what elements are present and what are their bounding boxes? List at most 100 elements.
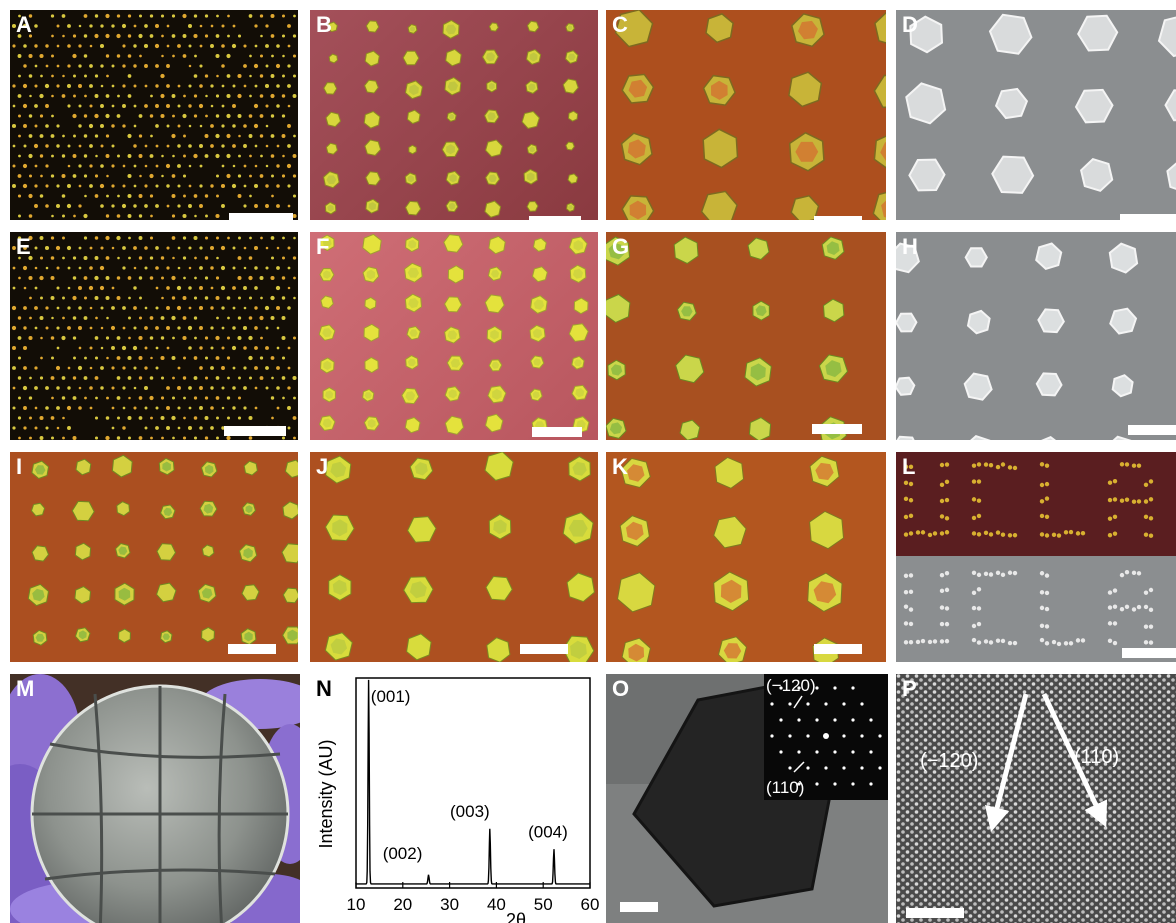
flake-array-j <box>324 452 595 662</box>
crystal-dot <box>293 14 296 18</box>
crystal-dot <box>94 74 99 78</box>
crystal-dot <box>194 54 197 58</box>
flake-domain <box>532 328 543 339</box>
ucla-dot <box>971 479 977 484</box>
crystal-dot <box>287 144 291 148</box>
crystal-dot <box>271 376 274 380</box>
crystal-dot <box>144 64 148 68</box>
crystal-dot <box>155 204 159 208</box>
crystal-dot <box>154 23 160 29</box>
ucla-dot <box>1056 641 1062 647</box>
crystal-flake <box>282 587 298 604</box>
crystal-flake <box>606 293 631 323</box>
crystal-dot <box>121 345 127 351</box>
diffraction-spot <box>833 782 837 786</box>
panel-label-k: K <box>612 454 628 479</box>
crystal-dot <box>204 416 209 420</box>
crystal-dot <box>204 236 209 240</box>
diffraction-spot <box>833 750 837 754</box>
crystal-dot <box>94 94 99 98</box>
crystal-dot <box>89 346 93 350</box>
ucla-dot <box>939 621 945 627</box>
crystal-dot <box>67 164 71 168</box>
ucla-dot <box>1039 571 1045 576</box>
crystal-dot <box>243 204 247 208</box>
crystal-dot <box>177 124 181 128</box>
flake-domain <box>287 629 298 642</box>
crystal-dot <box>94 416 99 420</box>
flake-domain <box>626 521 644 541</box>
ucla-dot <box>1124 497 1130 502</box>
crystal-dot <box>56 426 60 430</box>
crystal-dot <box>50 336 55 340</box>
crystal-dot <box>259 54 264 58</box>
crystal-dot <box>17 356 22 360</box>
crystal-dot <box>84 396 87 400</box>
crystal-dot <box>210 386 214 390</box>
diffraction-spot <box>833 686 837 690</box>
crystal-dot <box>89 326 93 330</box>
crystal-dot <box>127 276 132 280</box>
crystal-dot <box>17 236 22 240</box>
crystal-dot <box>254 306 258 310</box>
crystal-dot <box>172 114 175 118</box>
crystal-dot <box>17 316 22 320</box>
crystal-dot <box>182 213 187 219</box>
flake-domain <box>203 503 214 514</box>
crystal-dot <box>94 174 99 178</box>
crystal-flake <box>526 20 540 33</box>
crystal-dot <box>210 326 214 330</box>
crystal-flake <box>363 110 381 129</box>
crystal-dot <box>193 235 198 241</box>
crystal-dot <box>172 436 175 440</box>
crystal-dot <box>160 336 165 340</box>
crystal-dot <box>265 124 269 128</box>
crystal-dot <box>259 356 264 360</box>
ucla-dot <box>971 605 977 611</box>
crystal-dot <box>293 396 296 400</box>
crystal-flake <box>994 87 1029 120</box>
crystal-dot <box>133 406 137 410</box>
crystal-flake <box>362 233 382 255</box>
crystal-dot <box>182 376 187 380</box>
crystal-dot <box>166 386 170 390</box>
ucla-dot <box>971 531 977 536</box>
crystal-flake <box>567 173 579 184</box>
ucla-dot <box>1112 478 1118 484</box>
crystal-dot <box>72 53 77 59</box>
crystal-dot <box>237 194 242 198</box>
crystal-dot <box>45 426 49 430</box>
crystal-dot <box>29 416 32 420</box>
crystal-dot <box>39 236 44 240</box>
crystal-dot <box>161 154 164 158</box>
crystal-dot <box>232 386 236 390</box>
crystal-dot <box>122 124 126 128</box>
panel-l-ucla-pattern: L <box>896 452 1176 662</box>
crystal-dot <box>194 256 197 260</box>
crystal-dot <box>265 104 269 108</box>
crystal-dot <box>29 94 32 98</box>
crystal-dot <box>105 435 110 440</box>
crystal-dot <box>67 386 71 390</box>
crystal-dot <box>165 103 171 109</box>
ucla-dot <box>1107 638 1113 644</box>
crystal-dot <box>166 24 170 28</box>
crystal-dot <box>144 104 148 108</box>
crystal-dot <box>292 154 297 158</box>
crystal-dot <box>216 256 219 260</box>
crystal-dot <box>39 53 44 59</box>
crystal-dot <box>210 44 214 48</box>
crystal-dot <box>94 33 99 39</box>
crystal-dot <box>253 245 259 251</box>
ucla-dot <box>908 621 914 627</box>
crystal-dot <box>166 246 170 250</box>
crystal-dot <box>260 296 263 300</box>
ucla-dot <box>1143 604 1149 610</box>
diffraction-spot <box>833 718 837 722</box>
flake-domain <box>750 363 766 381</box>
crystal-dot <box>249 174 252 178</box>
crystal-dot <box>243 346 247 350</box>
ucla-dot <box>1039 499 1045 504</box>
crystal-dot <box>78 164 82 168</box>
crystal-dot <box>45 326 49 330</box>
